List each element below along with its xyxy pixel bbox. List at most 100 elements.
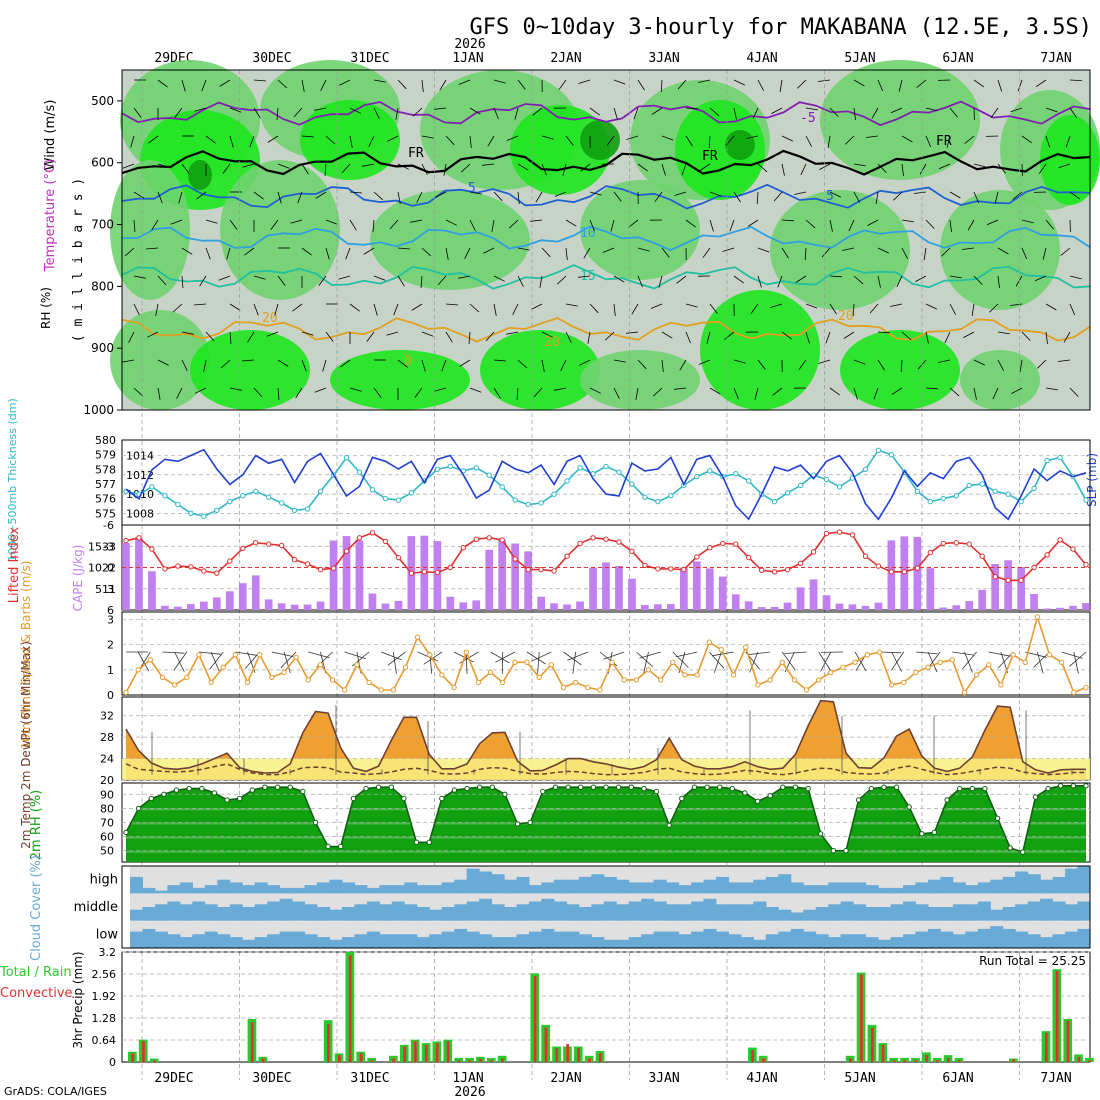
wind-barb (729, 219, 735, 232)
lifted-index-line-point (797, 560, 804, 566)
wind-barb (963, 331, 975, 338)
cloud-bar-low (1065, 931, 1079, 948)
cloud-bar-middle (466, 901, 480, 921)
cloud-bar-middle (292, 901, 306, 921)
cloud-bar-middle (591, 904, 605, 921)
rh-field-blob (840, 330, 960, 410)
lifted-index-line-point (330, 565, 337, 571)
date-label-bottom: 1JAN (452, 1071, 483, 1086)
rh2m-line-point (262, 784, 268, 790)
wind-barb (469, 135, 472, 148)
precip-tick-label: 1.28 (92, 1012, 117, 1025)
rh2m-line-point (514, 821, 521, 827)
wind-barb (397, 79, 407, 90)
thickness-line-point (888, 452, 895, 458)
cloud-bar-high (977, 882, 991, 894)
wind-barb (292, 303, 303, 312)
rh-field-blob (110, 160, 190, 300)
cloud-bar-low (404, 934, 418, 948)
cape-bar (692, 561, 701, 610)
wind-barb (925, 303, 938, 310)
wind-barb (1017, 79, 1023, 92)
wind10m-barb (567, 651, 588, 661)
cloud-bar-low (778, 931, 792, 948)
wind-barb (724, 331, 735, 340)
rh2m-line-point (211, 790, 218, 796)
lifted-index-line-point (720, 540, 726, 547)
precip-conv-bar (403, 1046, 406, 1062)
cloud-bar-middle (566, 904, 580, 921)
wind-barb (900, 359, 903, 373)
wind10m-tick-label: 2 (107, 639, 114, 652)
lifted-index-line-point (434, 569, 441, 576)
cloud-bar-low (341, 937, 355, 948)
cloud-bar-high (616, 879, 630, 894)
lifted-index-line-point (810, 549, 817, 555)
precip-tick-label: 0 (109, 1056, 116, 1069)
wind10m-speed-line-point (961, 689, 968, 696)
wind-barb (805, 135, 812, 147)
cloud-bar-high (740, 882, 754, 894)
cloud-bar-middle (341, 907, 355, 921)
wind10m-speed-line-point (670, 659, 676, 665)
cloud-bar-middle (504, 907, 517, 921)
contour-label: FR (702, 149, 718, 164)
wind10m-barb (495, 651, 516, 663)
wind-barb (797, 79, 807, 89)
cloud-bar-middle (391, 901, 405, 921)
precip-total-bar (465, 1057, 474, 1062)
cape-bar (874, 602, 883, 610)
cloud-bar-middle (903, 901, 916, 921)
rh2m-line-point (312, 819, 319, 826)
pressure-tick-label: 500 (91, 94, 114, 108)
lifted-index-line-point (460, 545, 466, 551)
wind-barb (181, 163, 190, 174)
wind-barb (249, 135, 255, 148)
rh2m-line-point (1083, 783, 1089, 789)
wind-barb (877, 331, 891, 334)
rh2m-line-point (502, 791, 508, 797)
wind10m-tick-label: 1 (107, 664, 114, 677)
footer-credit: GrADS: COLA/IGES (4, 1085, 107, 1098)
cloud-bar-middle (242, 907, 256, 921)
wind-barb (435, 191, 447, 198)
cloud-bar-high (790, 882, 804, 894)
wind-barb (439, 79, 447, 91)
wind-barb (938, 163, 951, 170)
wind-barb (949, 387, 960, 397)
wind-barb (733, 163, 747, 166)
rh2m-line-point (552, 784, 559, 790)
wind-barb (901, 163, 904, 176)
precip-total-bar (454, 1057, 463, 1062)
wind-barb (535, 191, 543, 203)
wind10m-speed-line-point (743, 644, 749, 650)
thickness-line-point (784, 490, 791, 496)
date-label-top: 4JAN (746, 51, 777, 66)
wind10m-speed-line-point (864, 652, 870, 658)
rh2m-line-point (994, 815, 1001, 821)
wind-barb (301, 247, 312, 256)
rh2m-line-point (957, 785, 963, 792)
thickness-line-point (836, 484, 843, 490)
cloud-bar-high (578, 876, 592, 894)
lifted-index-line-point (979, 553, 985, 559)
precip-conv-bar (577, 1048, 580, 1063)
wind-barb (565, 303, 578, 307)
wind10m-speed-line-point (463, 649, 469, 655)
wind-barb (541, 331, 553, 338)
wind-barb (848, 219, 855, 232)
cloud-bar-low (553, 931, 567, 948)
cape-bar (342, 536, 351, 610)
wind-barb (1069, 387, 1079, 397)
wind10m-speed-line-point (269, 674, 275, 681)
lifted-index-line-point (603, 536, 609, 542)
cape-bar (757, 607, 766, 610)
cloud-bar-low (790, 928, 804, 948)
thickness-line-point (369, 487, 376, 493)
wind-barb (925, 135, 932, 148)
wind-barb (516, 387, 519, 401)
wind-barb (709, 303, 718, 314)
cloud-bar-high (952, 882, 966, 894)
cloud-bar-low (279, 931, 293, 948)
year-label-bottom: 2026 (454, 1085, 485, 1100)
